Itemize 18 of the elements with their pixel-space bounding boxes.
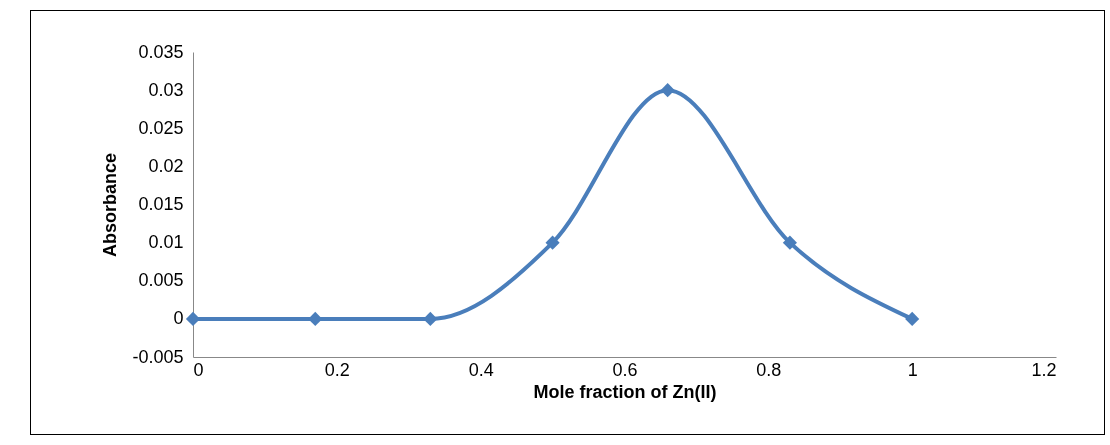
x-tick-label: 0.2 <box>324 359 350 380</box>
y-tick-label: 0 <box>173 308 184 329</box>
x-tick-label: 0 <box>193 359 204 380</box>
y-tick-label: 0.01 <box>148 232 184 253</box>
x-tick-label: 1.2 <box>1031 359 1057 380</box>
x-tick-label: 0.6 <box>612 359 638 380</box>
y-tick-label: 0.035 <box>138 41 184 62</box>
x-tick-label: 1 <box>907 359 918 380</box>
x-axis-title: Mole fraction of Zn(II) <box>533 381 717 402</box>
x-tick-label: 0.8 <box>756 359 782 380</box>
y-tick-label: 0.005 <box>138 270 184 291</box>
y-tick-label: 0.015 <box>138 194 184 214</box>
y-tick-label: 0.025 <box>138 117 184 138</box>
y-tick-label: 0.03 <box>148 79 184 100</box>
x-tick-label: 0.4 <box>468 359 494 380</box>
y-tick-label: -0.005 <box>132 346 184 367</box>
y-tick-label: 0.02 <box>148 155 184 176</box>
y-axis-title: Absorbance <box>100 152 121 258</box>
